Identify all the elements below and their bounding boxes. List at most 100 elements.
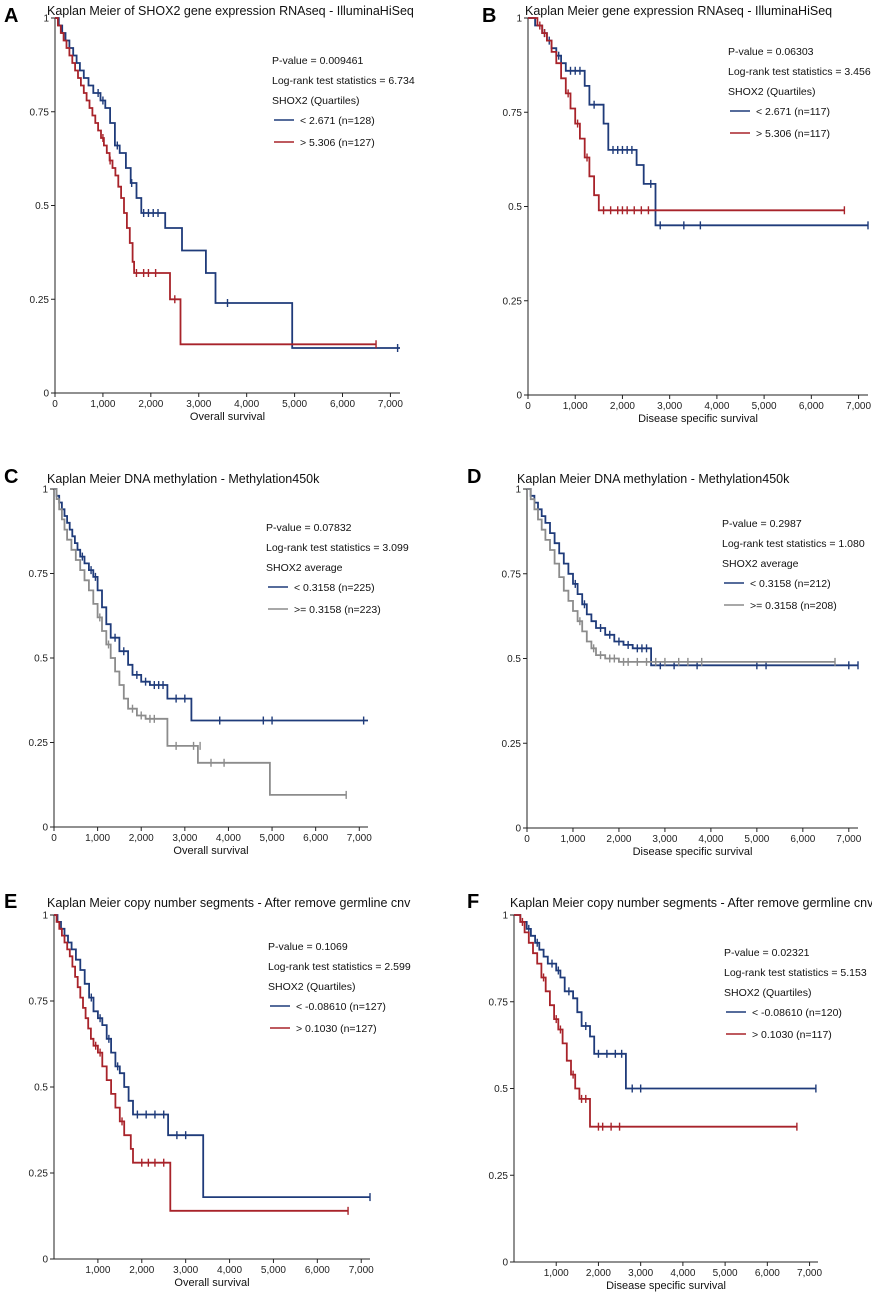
x-tick-label: 3,000 [657,401,682,412]
x-tick-label: 1,000 [85,833,110,844]
y-tick-label: 0.75 [489,997,509,1008]
series-blue [55,17,400,352]
legend-title: SHOX2 (Quartiles) [272,95,360,107]
survival-curve [514,914,816,1090]
panel-letter: D [467,466,481,488]
panel-letter: A [4,5,18,27]
y-tick-label: 0.25 [29,738,49,749]
x-tick-label: 5,000 [261,1265,286,1276]
x-tick-label: 6,000 [790,834,815,845]
y-tick-label: 0.5 [35,201,49,212]
logrank-text: Log-rank test statistics = 6.734 [272,75,415,87]
p-value-text: P-value = 0.06303 [728,46,814,58]
x-axis-label: Disease specific survival [638,413,758,425]
y-tick-label: 1 [515,485,521,496]
x-tick-label: 0 [525,401,531,412]
x-tick-label: 1,000 [563,401,588,412]
x-tick-label: 6,000 [799,401,824,412]
series-red [55,17,377,349]
p-value-text: P-value = 0.2987 [722,518,802,530]
y-tick-label: 1 [502,911,508,922]
survival-curve [527,488,835,663]
panel-letter: F [467,891,479,913]
x-tick-label: 4,000 [234,399,259,410]
y-tick-label: 0.75 [30,107,50,118]
legend-title: SHOX2 (Quartiles) [728,86,816,98]
legend-label: > 0.1030 (n=117) [752,1029,832,1041]
chart-title: Kaplan Meier of SHOX2 gene expression RN… [47,4,414,18]
x-tick-label: 7,000 [836,834,861,845]
x-tick-label: 0 [51,833,57,844]
y-tick-label: 0 [42,1255,48,1266]
x-tick-label: 3,000 [652,834,677,845]
km-panel-e: E Kaplan Meier copy number segments - Aft… [4,891,411,1289]
chart-title: Kaplan Meier DNA methylation - Methylati… [517,472,790,486]
x-tick-label: 3,000 [628,1268,653,1279]
x-tick-label: 7,000 [347,833,372,844]
y-tick-label: 0.75 [503,108,523,119]
series-blue [54,914,371,1202]
series-red [514,914,798,1131]
logrank-text: Log-rank test statistics = 3.099 [266,542,409,554]
x-tick-label: 5,000 [744,834,769,845]
series-gray [54,488,347,799]
y-tick-label: 1 [42,485,48,496]
legend-title: SHOX2 average [722,558,799,570]
y-tick-label: 0.25 [502,739,522,750]
survival-curve [528,17,868,227]
legend-label: > 0.1030 (n=127) [296,1023,377,1035]
x-tick-label: 1,000 [85,1265,110,1276]
legend-title: SHOX2 (Quartiles) [724,987,812,999]
x-tick-label: 1,000 [90,399,115,410]
x-tick-label: 3,000 [186,399,211,410]
y-tick-label: 0.25 [489,1171,509,1182]
x-tick-label: 3,000 [173,1265,198,1276]
p-value-text: P-value = 0.02321 [724,947,810,959]
legend-label: >= 0.3158 (n=223) [294,604,381,616]
legend-label: < 2.671 (n=117) [756,106,830,118]
x-tick-label: 1,000 [560,834,585,845]
x-axis-label: Disease specific survival [633,846,753,858]
chart-title: Kaplan Meier copy number segments - Afte… [510,896,872,910]
logrank-text: Log-rank test statistics = 3.456 [728,66,871,78]
survival-curve [55,17,376,346]
series-blue [527,488,859,670]
chart-title: Kaplan Meier DNA methylation - Methylati… [47,472,320,486]
p-value-text: P-value = 0.1069 [268,941,348,953]
y-tick-label: 0.25 [503,296,523,307]
legend-label: > 5.306 (n=117) [756,128,830,140]
series-blue [54,488,368,725]
survival-curve [527,488,858,667]
y-tick-label: 0 [502,1258,508,1269]
legend-label: >= 0.3158 (n=208) [750,600,837,612]
y-tick-label: 0.25 [30,295,50,306]
panel-letter: C [4,466,18,488]
y-tick-label: 0.5 [34,654,48,665]
km-panel-d: D Kaplan Meier DNA methylation - Methylat… [467,466,865,858]
series-blue [514,914,817,1093]
p-value-text: P-value = 0.07832 [266,522,352,534]
x-tick-label: 4,000 [670,1268,695,1279]
y-tick-label: 0.5 [507,654,521,665]
x-tick-label: 0 [52,399,58,410]
legend-title: SHOX2 average [266,562,343,574]
x-axis-label: Overall survival [190,411,265,423]
legend-label: > 5.306 (n=127) [300,137,375,149]
chart-title: Kaplan Meier gene expression RNAseq - Il… [525,4,832,18]
y-tick-label: 0.5 [34,1083,48,1094]
survival-curve [514,914,797,1128]
y-tick-label: 0 [516,391,522,402]
x-tick-label: 7,000 [349,1265,374,1276]
x-tick-label: 7,000 [378,399,403,410]
panel-letter: E [4,891,17,913]
p-value-text: P-value = 0.009461 [272,55,364,67]
y-tick-label: 0.5 [508,202,522,213]
panel-letter: B [482,5,496,27]
x-tick-label: 2,000 [586,1268,611,1279]
y-tick-label: 0.75 [29,997,49,1008]
legend-label: < 0.3158 (n=225) [294,582,375,594]
x-tick-label: 5,000 [260,833,285,844]
x-tick-label: 4,000 [216,833,241,844]
y-tick-label: 0 [42,823,48,834]
x-tick-label: 5,000 [713,1268,738,1279]
